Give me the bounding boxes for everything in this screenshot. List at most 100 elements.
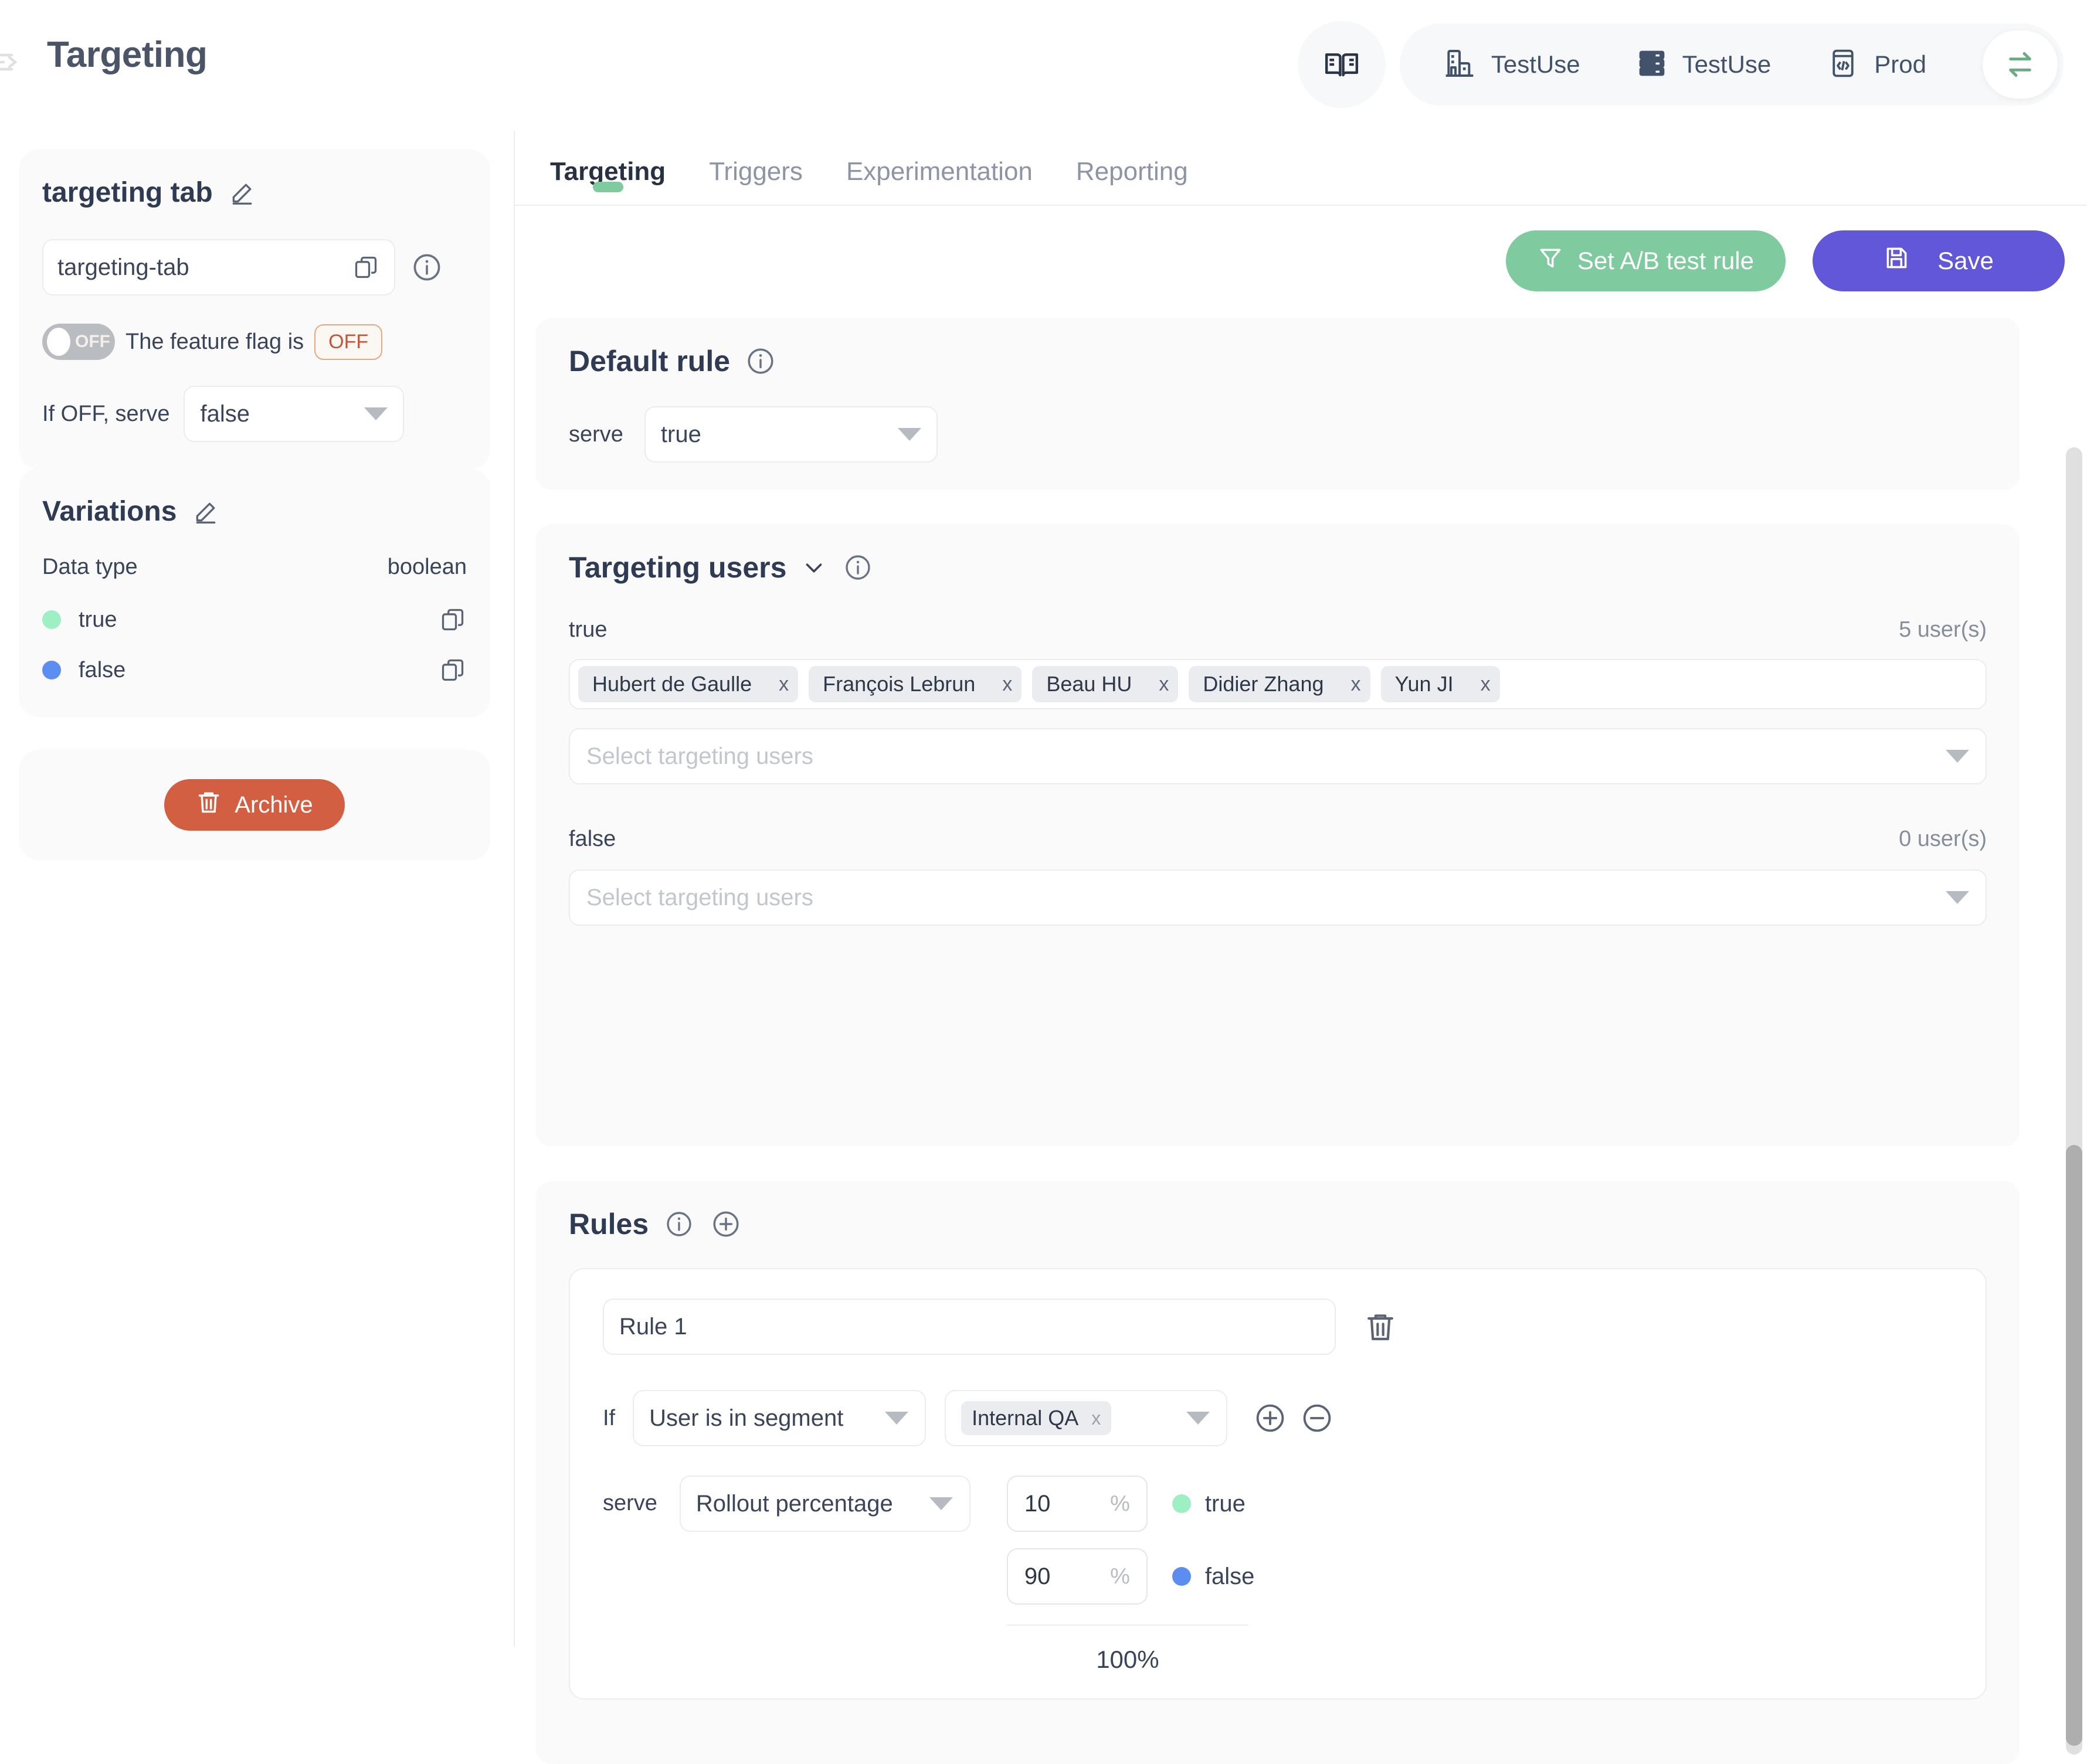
rollout-variation-false: false xyxy=(1172,1564,1254,1590)
rule-segment-select[interactable]: Internal QA x xyxy=(945,1390,1228,1446)
user-chip-label: Didier Zhang xyxy=(1203,672,1324,696)
default-rule-title-text: Default rule xyxy=(569,345,731,378)
copy-icon[interactable] xyxy=(352,253,380,281)
info-icon[interactable] xyxy=(410,251,443,284)
env-item-environment[interactable]: Prod xyxy=(1827,47,1926,82)
rule-condition-type-value: User is in segment xyxy=(649,1405,844,1431)
tab-targeting[interactable]: Targeting xyxy=(550,131,666,186)
scrollbar-thumb[interactable] xyxy=(2066,1145,2082,1746)
rollout-group: 10 % true 90 % xyxy=(1006,1476,1254,1674)
feature-flag-toggle[interactable]: OFF xyxy=(42,324,115,360)
pencil-icon[interactable] xyxy=(192,498,220,526)
rules-section: Rules Rule 1 xyxy=(536,1181,2020,1764)
rollout-percentage-input-true[interactable]: 10 % xyxy=(1006,1476,1148,1532)
trash-icon xyxy=(196,789,222,821)
copy-icon[interactable] xyxy=(439,606,467,634)
plus-circle-icon[interactable] xyxy=(710,1208,742,1240)
environment-switcher[interactable]: TestUse TestUse xyxy=(1399,23,2064,106)
copy-icon[interactable] xyxy=(439,656,467,684)
user-chip[interactable]: Hubert de Gaulle x xyxy=(578,666,799,702)
percent-unit: % xyxy=(1110,1491,1130,1516)
variation-color-dot xyxy=(42,661,61,679)
flag-key-row: targeting-tab xyxy=(42,239,467,295)
tab-bar: Targeting Triggers Experimentation Repor… xyxy=(515,131,2087,206)
rules-title: Rules xyxy=(569,1207,2020,1241)
if-off-serve-select[interactable]: false xyxy=(184,386,405,442)
close-icon[interactable]: x xyxy=(779,672,789,695)
chevron-down-icon[interactable] xyxy=(800,554,827,581)
flag-card-title: targeting tab xyxy=(42,176,467,209)
default-rule-title: Default rule xyxy=(569,344,2020,378)
false-group-header: false 0 user(s) xyxy=(569,827,1987,852)
close-icon[interactable]: x xyxy=(1350,672,1361,695)
targeting-users-title-text: Targeting users xyxy=(569,551,787,584)
rollout-variation-label: true xyxy=(1204,1490,1246,1517)
main-content: Targeting Triggers Experimentation Repor… xyxy=(515,131,2087,1764)
rule-serve-row: serve Rollout percentage 10 % xyxy=(603,1476,1986,1674)
variation-color-dot xyxy=(1172,1567,1191,1586)
minus-circle-icon[interactable] xyxy=(1300,1401,1334,1435)
false-group-variation-label: false xyxy=(569,827,616,851)
chevron-down-icon xyxy=(1946,750,1969,763)
rollout-percentage-input-false[interactable]: 90 % xyxy=(1006,1548,1148,1605)
save-button-label: Save xyxy=(1937,247,1994,274)
user-chip[interactable]: François Lebrun x xyxy=(809,666,1022,702)
plus-circle-icon[interactable] xyxy=(1253,1401,1287,1435)
trash-icon[interactable] xyxy=(1362,1308,1399,1345)
rule-serve-label: serve xyxy=(603,1491,657,1515)
default-rule-serve-label: serve xyxy=(569,422,623,447)
rollout-total-row: 100% xyxy=(1006,1624,1248,1674)
segment-chip[interactable]: Internal QA x xyxy=(961,1401,1112,1435)
archive-button[interactable]: Archive xyxy=(164,779,345,831)
env-item-project[interactable]: TestUse xyxy=(1637,48,1771,81)
close-icon[interactable]: x xyxy=(1091,1407,1101,1429)
info-icon[interactable] xyxy=(744,345,777,378)
true-group-header: true 5 user(s) xyxy=(569,617,1987,643)
rule-name-row: Rule 1 xyxy=(603,1299,1986,1355)
rule-condition-type-select[interactable]: User is in segment xyxy=(633,1390,927,1446)
true-group-select-users[interactable]: Select targeting users xyxy=(569,728,1987,784)
flag-key-input[interactable]: targeting-tab xyxy=(42,239,395,295)
env-item-organization[interactable]: TestUse xyxy=(1443,47,1580,83)
swap-icon[interactable] xyxy=(1983,30,2058,98)
if-off-serve-value: false xyxy=(200,400,250,427)
variation-color-dot xyxy=(1172,1494,1191,1513)
pencil-icon[interactable] xyxy=(228,179,256,207)
sidebar-collapse-icon[interactable] xyxy=(0,44,25,80)
close-icon[interactable]: x xyxy=(1480,672,1491,695)
chevron-down-icon xyxy=(897,428,921,441)
rules-title-text: Rules xyxy=(569,1208,649,1240)
targeting-page: Targeting xyxy=(0,0,2087,1647)
rule-serve-type-select[interactable]: Rollout percentage xyxy=(679,1476,970,1532)
close-icon[interactable]: x xyxy=(1159,672,1169,695)
true-group-user-chips[interactable]: Hubert de Gaulle x François Lebrun x Bea… xyxy=(569,659,1987,709)
targeting-users-section: Targeting users true 5 user(s) xyxy=(536,525,2020,1146)
close-icon[interactable]: x xyxy=(1002,672,1013,695)
rollout-row-false: 90 % false xyxy=(1006,1548,1254,1605)
percent-unit: % xyxy=(1110,1564,1130,1589)
toggle-state-label: OFF xyxy=(75,332,110,351)
rule-serve-type-value: Rollout percentage xyxy=(695,1490,893,1517)
set-ab-test-rule-button[interactable]: Set A/B test rule xyxy=(1505,230,1786,291)
action-buttons: Set A/B test rule Save xyxy=(1505,230,2065,291)
save-button[interactable]: Save xyxy=(1813,230,2065,291)
info-icon[interactable] xyxy=(841,551,874,584)
true-group-variation-label: true xyxy=(569,617,608,642)
environment-code-icon xyxy=(1827,47,1859,82)
true-group-user-count: 5 user(s) xyxy=(1899,617,1987,642)
user-chip[interactable]: Didier Zhang x xyxy=(1189,666,1370,702)
tab-triggers[interactable]: Triggers xyxy=(709,157,803,186)
false-group-select-users[interactable]: Select targeting users xyxy=(569,869,1987,926)
user-chip[interactable]: Beau HU x xyxy=(1032,666,1179,702)
rule-name-input[interactable]: Rule 1 xyxy=(603,1299,1336,1355)
false-group-select-placeholder: Select targeting users xyxy=(586,884,813,910)
book-icon[interactable] xyxy=(1297,21,1386,108)
info-icon[interactable] xyxy=(663,1208,695,1240)
left-sidebar: targeting tab targeting-tab xyxy=(0,131,515,1647)
tab-reporting[interactable]: Reporting xyxy=(1075,157,1188,186)
tab-experimentation[interactable]: Experimentation xyxy=(846,157,1033,186)
default-rule-serve-select[interactable]: true xyxy=(644,406,938,463)
user-chip[interactable]: Yun JI x xyxy=(1380,666,1500,702)
targeting-users-title: Targeting users xyxy=(569,550,2020,584)
data-type-row: Data type boolean xyxy=(42,555,467,580)
